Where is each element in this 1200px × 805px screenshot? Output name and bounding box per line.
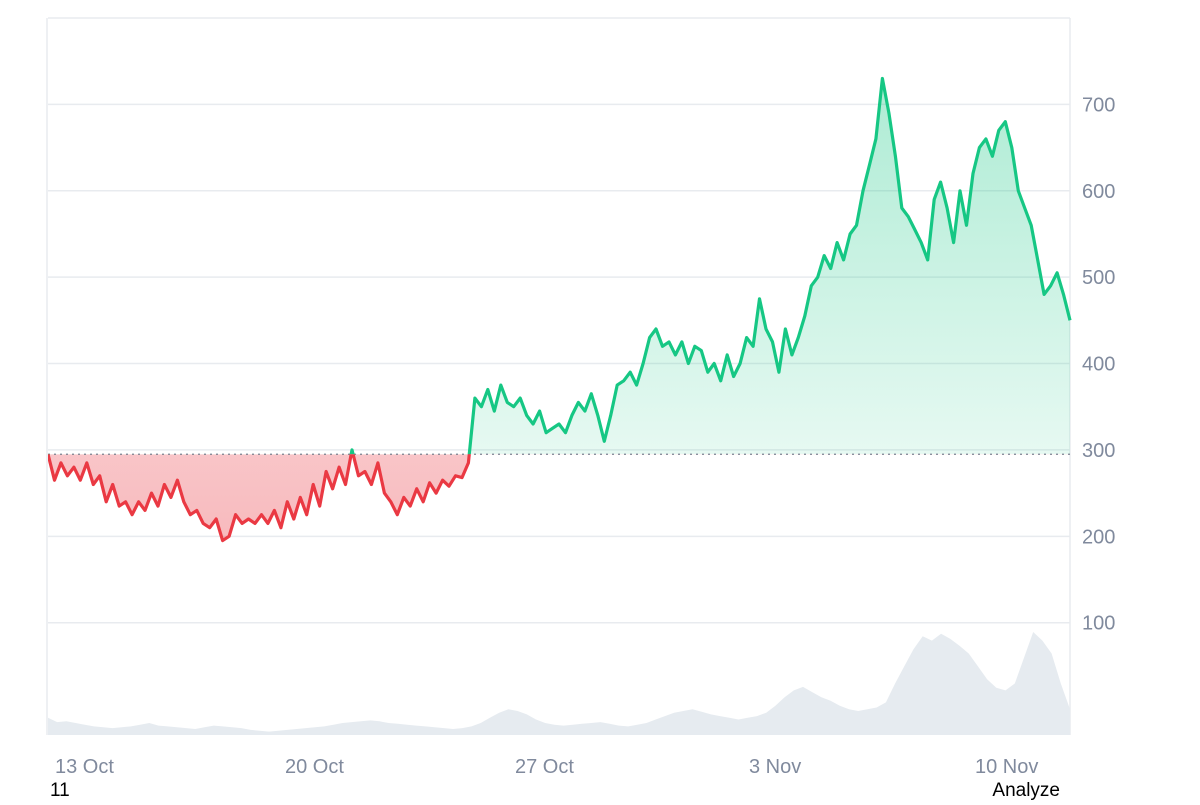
gain-area-fill: [48, 78, 1070, 455]
y-tick-label: 400: [1082, 354, 1115, 376]
volume-area: [48, 632, 1070, 735]
y-tick-label: 700: [1082, 94, 1115, 116]
x-tick-label: 10 Nov: [975, 756, 1038, 778]
x-tick-label: 20 Oct: [285, 756, 344, 778]
y-tick-label: 300: [1082, 440, 1115, 462]
y-tick-label: 200: [1082, 526, 1115, 548]
price-fill-layer: [48, 78, 1070, 541]
volume-area-layer: [48, 632, 1070, 735]
y-tick-label: 100: [1082, 613, 1115, 635]
x-tick-label: 27 Oct: [515, 756, 574, 778]
x-tick-label: 13 Oct: [55, 756, 114, 778]
price-line-up[interactable]: [48, 76, 1072, 541]
price-line-layer[interactable]: [48, 76, 1072, 543]
x-tick-label: 3 Nov: [749, 756, 801, 778]
loss-area-fill: [48, 454, 470, 541]
x-axis-ticks: 13 Oct 20 Oct 27 Oct 3 Nov 10 Nov: [55, 756, 1038, 778]
y-tick-label: 600: [1082, 181, 1115, 203]
y-axis-ticks: 100 200 300 400 500 600 700: [1082, 94, 1115, 634]
footer-left-text: 11: [50, 780, 70, 801]
analyze-link[interactable]: Analyze: [992, 780, 1060, 801]
y-tick-label: 500: [1082, 267, 1115, 289]
price-line-down[interactable]: [48, 79, 1070, 543]
